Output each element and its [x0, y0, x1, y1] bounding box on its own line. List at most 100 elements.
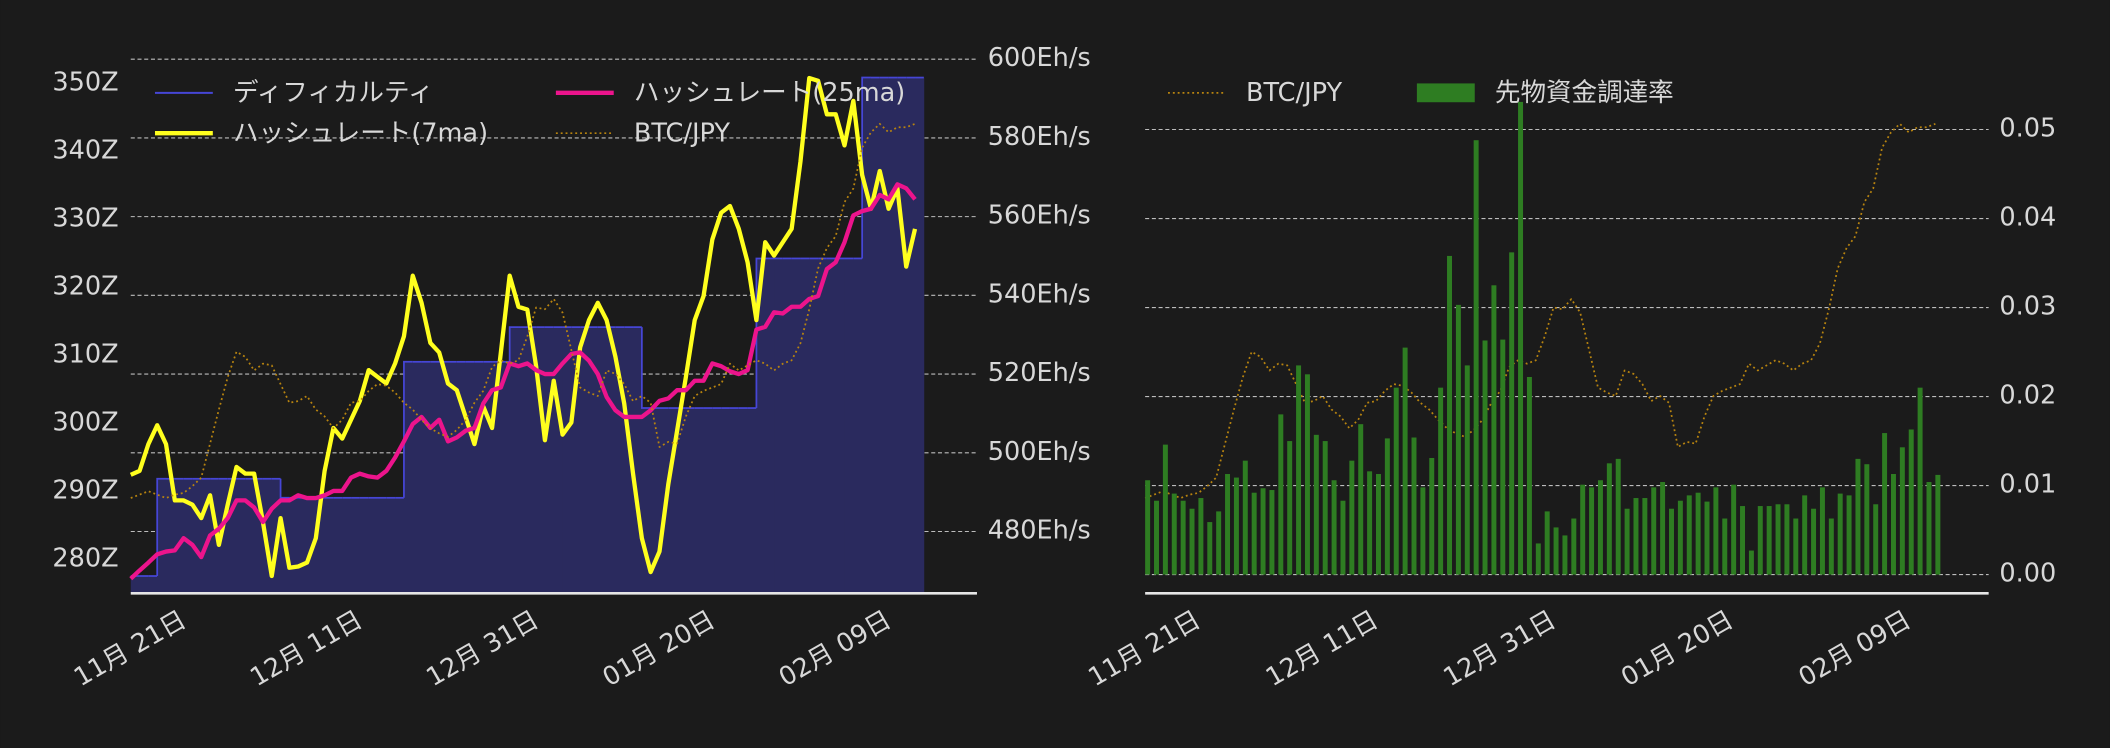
legend-label: BTC/JPY [1246, 78, 1342, 108]
bar [1873, 504, 1879, 575]
area-step [800, 258, 810, 594]
area-step [536, 327, 546, 594]
y-tick-label: 300Z [52, 408, 118, 438]
area-step [677, 408, 687, 594]
area-step [403, 361, 414, 594]
bar [1606, 463, 1612, 575]
area-step [315, 497, 326, 594]
area-step [509, 327, 519, 594]
area-step [633, 327, 643, 594]
area-step [915, 77, 925, 594]
bar [1526, 376, 1532, 575]
bar [1322, 441, 1328, 575]
bar [1420, 487, 1426, 575]
bar [1740, 506, 1746, 575]
area-step [624, 327, 634, 594]
bar [1304, 374, 1310, 575]
area-step [236, 478, 246, 594]
area-step [606, 327, 616, 594]
area-step [227, 478, 237, 594]
bar [1482, 340, 1488, 575]
bar [1180, 500, 1186, 575]
bar [1402, 347, 1408, 575]
legend-label: ディフィカルティ [233, 78, 434, 108]
area-step [641, 408, 652, 594]
y-tick-label: 280Z [52, 544, 118, 574]
area-step [694, 408, 704, 594]
area-step [183, 478, 193, 594]
area-step [421, 361, 431, 594]
area-step [359, 497, 370, 594]
area-step [897, 77, 907, 594]
bar [1686, 495, 1692, 575]
area-step [650, 408, 660, 594]
bar [1393, 387, 1399, 575]
y-tick-label: 0.01 [1999, 470, 2056, 500]
area-step [562, 327, 572, 594]
legend-swatch [1416, 83, 1475, 103]
area-step [862, 77, 872, 594]
area-step [342, 497, 352, 594]
bar [1811, 508, 1817, 575]
area-step [395, 497, 405, 594]
bar [1695, 492, 1701, 575]
area-step [597, 327, 608, 594]
y-tick-label: 0.04 [1999, 203, 2056, 233]
bar [1775, 504, 1781, 575]
step-line [861, 76, 871, 259]
bar [1615, 458, 1621, 575]
y-tick-label: 480Eh/s [988, 515, 1091, 545]
bar [1296, 365, 1302, 575]
step-line [508, 326, 519, 362]
y-tick-label: 340Z [52, 136, 118, 166]
y-tick-label: 320Z [52, 272, 118, 302]
area-step [685, 408, 696, 594]
area-step [782, 258, 793, 594]
area-step [712, 408, 722, 594]
bar [1375, 474, 1381, 575]
area-step [588, 327, 599, 594]
bar [1509, 252, 1515, 575]
area-step [377, 497, 387, 594]
area-step [668, 408, 678, 594]
area-step [729, 408, 740, 594]
bar [1731, 484, 1737, 575]
area-step [879, 77, 889, 594]
area-step [439, 361, 449, 594]
bar [1349, 460, 1355, 575]
y-tick-label: 540Eh/s [988, 279, 1091, 309]
bar [1802, 495, 1808, 575]
bar [1864, 464, 1870, 575]
area-step [218, 478, 229, 594]
area-step [721, 408, 731, 594]
area-step [130, 576, 140, 594]
legend-label: BTC/JPY [634, 119, 730, 149]
area-step [386, 497, 396, 594]
bar [1704, 501, 1710, 575]
bar [1784, 504, 1790, 575]
area-step [324, 497, 334, 594]
bar [1597, 480, 1603, 575]
y-tick-label: 350Z [52, 68, 118, 98]
bar [1660, 482, 1666, 575]
dotted-line [1144, 122, 1936, 499]
area-step [500, 361, 511, 594]
y-tick-label: 500Eh/s [988, 437, 1091, 467]
area-step [615, 327, 625, 594]
bar [1571, 518, 1577, 575]
area-step [447, 361, 458, 594]
y-tick-label: 600Eh/s [988, 43, 1091, 73]
bar [1340, 500, 1346, 575]
y-tick-label: 290Z [52, 476, 118, 506]
area-step [262, 478, 273, 594]
area-step [853, 258, 863, 594]
bar [1447, 255, 1452, 575]
bar [1171, 493, 1177, 575]
bar [1828, 518, 1834, 575]
area-step [809, 258, 819, 594]
bar [1846, 495, 1852, 575]
bar [1313, 434, 1319, 575]
bar [1384, 438, 1390, 575]
bar [1198, 498, 1204, 575]
